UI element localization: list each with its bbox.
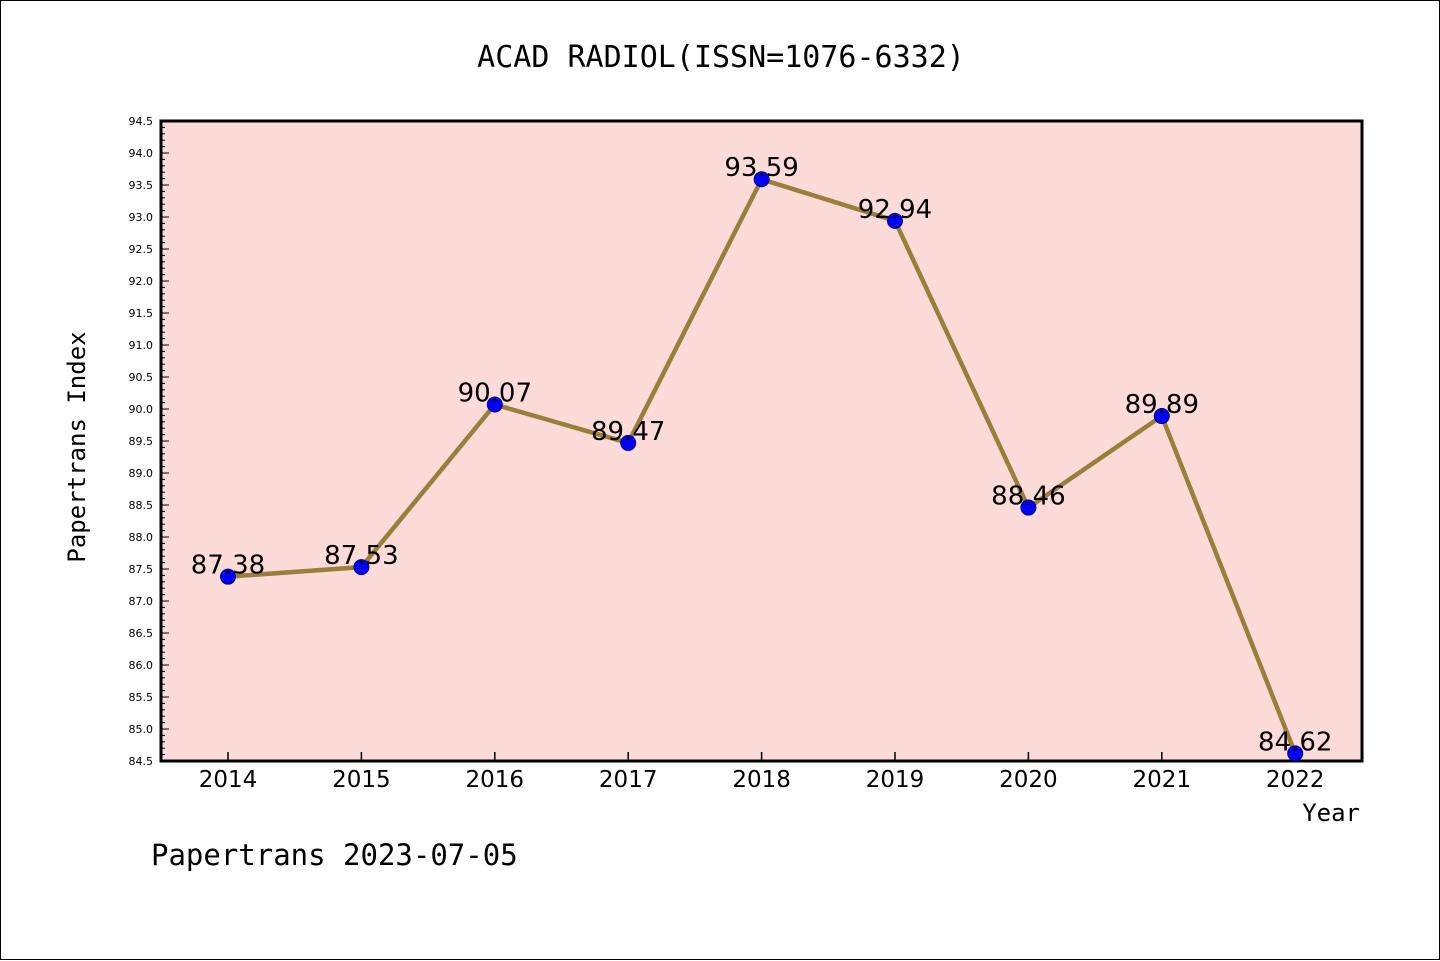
y-axis-label: Papertrans Index [63,331,91,562]
y-tick-label: 87.5 [129,563,154,576]
y-tick-label: 86.0 [129,659,154,672]
y-tick-label: 91.5 [129,307,154,320]
x-tick-label: 2015 [332,767,391,793]
y-tick-label: 94.5 [129,115,154,128]
x-axis-label: Year [1302,799,1360,827]
data-label: 84.62 [1258,727,1332,757]
y-tick-label: 85.0 [129,723,154,736]
data-point [1020,499,1037,516]
data-label: 88.46 [991,482,1065,512]
markers-group [220,171,1304,762]
x-tick-label: 2022 [1266,767,1325,793]
y-tick-label: 88.5 [129,499,154,512]
x-tick-label: 2017 [599,767,658,793]
y-tick-label: 92.0 [129,275,154,288]
y-tick-label: 90.0 [129,403,154,416]
data-point [887,212,903,229]
y-tick-label: 93.5 [129,179,154,192]
y-tick-label: 87.0 [129,595,154,608]
x-tick-label: 2021 [1133,767,1192,793]
data-label: 87.53 [324,541,398,571]
data-point [620,434,637,451]
y-tick-label: 90.5 [129,371,154,384]
y-tick-label: 86.5 [129,627,154,640]
data-label: 90.07 [458,379,532,409]
data-label: 93.59 [724,153,798,183]
data-point [220,568,236,585]
x-tick-label: 2019 [866,767,925,793]
y-tick-label: 94.0 [129,147,154,160]
y-tick-label: 85.5 [129,691,154,704]
data-point [1287,745,1304,762]
y-tick-label: 89.0 [129,467,154,480]
x-tick-label: 2018 [732,767,791,793]
plot-area [159,119,1364,763]
data-point [753,171,770,188]
data-point [486,396,503,413]
chart-title: ACAD RADIOL(ISSN=1076-6332) [477,40,965,75]
data-point [1153,408,1170,425]
data-labels-group: 87.38 87.53 90.07 89.47 93.59 92.94 88.46 89.89… [191,153,1333,757]
x-axis: 2014 2015 2016 2017 2018 2019 2020 2021 2022 [199,752,1325,793]
y-tick-label: 84.5 [129,755,154,768]
y-tick-label: 91.0 [129,339,154,352]
data-label: 89.89 [1125,390,1199,420]
data-point [353,559,370,576]
footer-note: Papertrans 2023-07-05 [151,838,518,872]
data-label: 87.38 [191,551,265,581]
y-tick-label: 92.5 [129,243,154,256]
x-tick-label: 2014 [199,767,258,793]
data-label: 89.47 [591,417,665,447]
y-tick-label: 93.0 [129,211,154,224]
y-tick-label: 88.0 [129,531,154,544]
y-axis: 84.5 85.0 85.5 86.0 86.5 87.0 87.5 88.0 88.5 89.0… [129,115,169,768]
x-tick-label: 2016 [466,767,525,793]
data-label: 92.94 [858,195,932,225]
y-tick-label: 89.5 [129,435,154,448]
x-tick-label: 2020 [999,767,1058,793]
